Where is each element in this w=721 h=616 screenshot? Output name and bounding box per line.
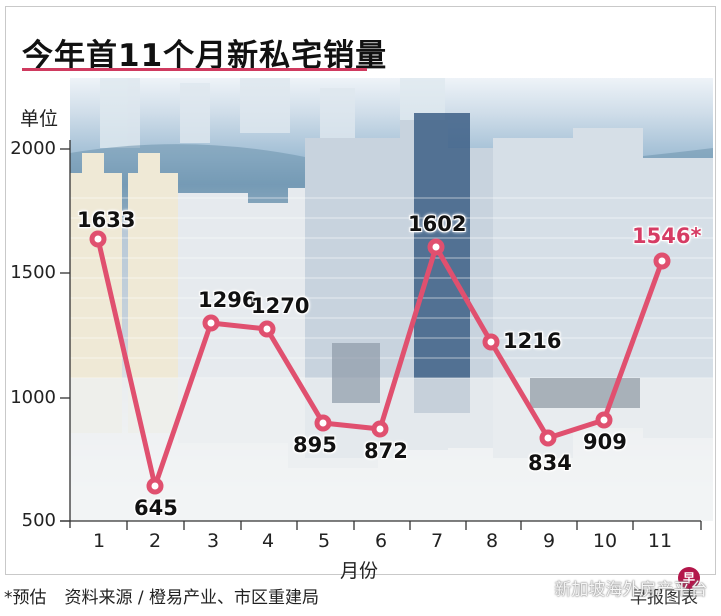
data-label: 1602 [408, 212, 467, 236]
estimate-note: *预估 [4, 588, 47, 608]
x-tick-label: 2 [148, 530, 162, 552]
x-tick-label: 8 [485, 530, 499, 552]
y-tick-label: 1500 [10, 262, 56, 283]
wechat-watermark: 新加坡海外房产平台 [515, 575, 707, 600]
data-label: 1633 [77, 208, 136, 232]
data-markers [89, 230, 671, 495]
data-label: 872 [364, 439, 408, 463]
x-tick-label: 10 [592, 530, 618, 552]
x-tick-label: 9 [542, 530, 556, 552]
data-label: 1270 [251, 294, 310, 318]
data-label: 1216 [503, 329, 562, 353]
skyline-illustration [70, 78, 713, 521]
x-tick-label: 5 [317, 530, 331, 552]
data-label: 1296 [198, 288, 257, 312]
y-tick-label: 500 [21, 510, 56, 531]
x-tick-label: 4 [261, 530, 275, 552]
data-label: 909 [583, 430, 627, 454]
chart-credit: 早报图表 [630, 588, 698, 608]
data-label-estimate: 1546* [632, 224, 702, 248]
x-tick-label: 11 [647, 530, 673, 552]
x-tick-label: 3 [206, 530, 220, 552]
data-label: 895 [293, 433, 337, 457]
background-skyline-photo [70, 78, 713, 521]
x-tick-label: 7 [430, 530, 444, 552]
x-axis-title: 月份 [340, 560, 379, 582]
source-note: 资料来源 / 橙易产业、市区重建局 [64, 588, 320, 608]
wechat-icon [517, 581, 546, 599]
zaobao-logo-icon: 早 [678, 567, 700, 589]
y-axis-unit-label: 单位 [20, 108, 59, 130]
watermark-text: 新加坡海外房产平台 [554, 580, 708, 600]
y-tick-label: 2000 [10, 138, 56, 159]
title-underline [22, 68, 367, 71]
data-label: 834 [528, 451, 572, 475]
x-tick-label: 6 [374, 530, 388, 552]
y-tick-label: 1000 [10, 387, 56, 408]
x-tick-label: 1 [92, 530, 106, 552]
footnote: *预估 资料来源 / 橙易产业、市区重建局 [4, 583, 319, 608]
data-label: 645 [134, 496, 178, 520]
